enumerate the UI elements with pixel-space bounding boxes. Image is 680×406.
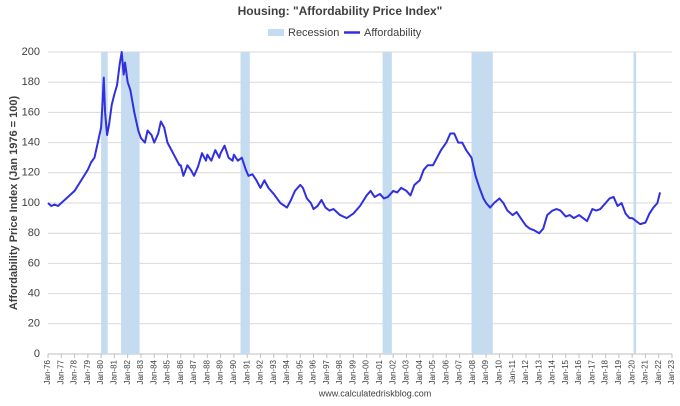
- recession-band: [121, 52, 140, 354]
- x-tick-label: Jan-18: [601, 359, 610, 384]
- y-tick-label: 0: [34, 348, 40, 360]
- x-tick-label: Jan-17: [587, 359, 596, 384]
- x-tick-label: Jan-76: [43, 359, 52, 384]
- x-tick-label: Jan-97: [322, 359, 331, 384]
- x-tick-label: Jan-15: [561, 359, 570, 384]
- x-tick-label: Jan-86: [176, 359, 185, 384]
- x-tick-label: Jan-06: [441, 359, 450, 384]
- y-tick-label: 20: [28, 318, 40, 330]
- x-tick-label: Jan-01: [375, 359, 384, 384]
- x-tick-label: Jan-19: [614, 359, 623, 384]
- x-tick-label: Jan-91: [242, 359, 251, 384]
- legend-label: Recession: [288, 27, 339, 39]
- y-tick-label: 140: [22, 137, 40, 149]
- x-tick-label: Jan-05: [428, 359, 437, 384]
- x-tick-label: Jan-16: [574, 359, 583, 384]
- legend-label: Affordability: [364, 27, 422, 39]
- x-tick-label: Jan-89: [216, 359, 225, 384]
- recession-band: [101, 52, 108, 354]
- y-axis-label: Affordability Price Index (Jan 1976 = 10…: [8, 96, 20, 311]
- x-tick-label: Jan-82: [123, 359, 132, 384]
- recession-band: [633, 52, 637, 354]
- x-tick-label: Jan-04: [415, 359, 424, 384]
- x-tick-label: Jan-00: [362, 359, 371, 384]
- recession-band: [382, 52, 392, 354]
- x-tick-label: Jan-93: [269, 359, 278, 384]
- x-tick-label: Jan-90: [229, 359, 238, 384]
- y-tick-label: 60: [28, 257, 40, 269]
- legend-swatch: [268, 29, 284, 36]
- x-tick-label: Jan-09: [481, 359, 490, 384]
- x-tick-label: Jan-99: [348, 359, 357, 384]
- x-tick-label: Jan-92: [256, 359, 265, 384]
- y-tick-label: 100: [22, 197, 40, 209]
- x-tick-label: Jan-79: [83, 359, 92, 384]
- x-tick-label: Jan-87: [189, 359, 198, 384]
- x-tick-label: Jan-81: [109, 359, 118, 384]
- x-tick-label: Jan-10: [495, 359, 504, 384]
- x-tick-label: Jan-03: [402, 359, 411, 384]
- x-tick-label: Jan-94: [282, 359, 291, 384]
- recession-band: [240, 52, 250, 354]
- x-tick-label: Jan-21: [641, 359, 650, 384]
- x-tick-label: Jan-96: [309, 359, 318, 384]
- x-tick-label: Jan-11: [508, 359, 517, 383]
- x-tick-label: Jan-85: [163, 359, 172, 384]
- x-tick-label: Jan-23: [667, 359, 676, 384]
- x-tick-label: Jan-12: [521, 359, 530, 384]
- x-tick-label: Jan-98: [335, 359, 344, 384]
- x-tick-label: Jan-88: [202, 359, 211, 384]
- x-tick-label: Jan-80: [96, 359, 105, 384]
- recession-band: [471, 52, 493, 354]
- x-tick-label: Jan-08: [468, 359, 477, 384]
- x-tick-label: Jan-20: [627, 359, 636, 384]
- x-tick-label: Jan-84: [149, 359, 158, 384]
- x-tick-label: Jan-02: [388, 359, 397, 384]
- x-tick-label: Jan-07: [455, 359, 464, 384]
- x-tick-label: Jan-13: [534, 359, 543, 384]
- x-tick-label: Jan-83: [136, 359, 145, 384]
- x-tick-label: Jan-95: [295, 359, 304, 384]
- chart-title: Housing: "Affordability Price Index": [238, 4, 443, 18]
- y-tick-label: 200: [22, 46, 40, 58]
- x-tick-label: Jan-14: [548, 359, 557, 384]
- y-tick-label: 120: [22, 167, 40, 179]
- source: www.calculatedriskblog.com: [318, 388, 432, 398]
- y-tick-label: 180: [22, 76, 40, 88]
- affordability-line: [47, 51, 662, 235]
- y-tick-label: 40: [28, 288, 40, 300]
- x-tick-label: Jan-22: [654, 359, 663, 384]
- y-tick-label: 160: [22, 106, 40, 118]
- y-tick-label: 80: [28, 227, 40, 239]
- x-tick-label: Jan-78: [70, 359, 79, 384]
- x-tick-label: Jan-77: [56, 359, 65, 384]
